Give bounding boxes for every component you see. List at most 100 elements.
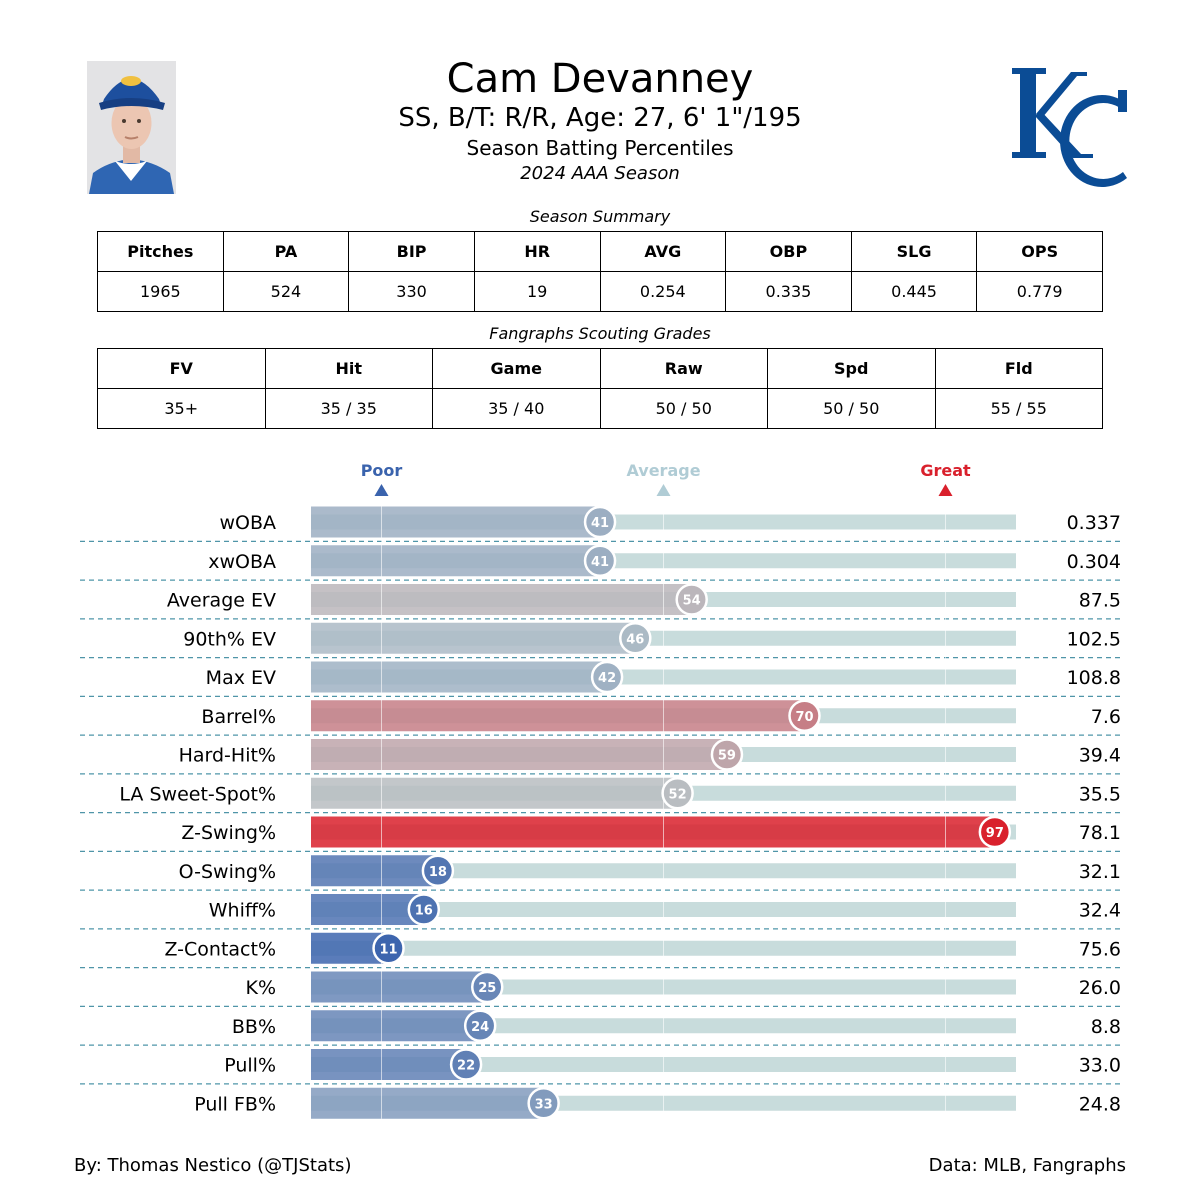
metric-value: 78.1 — [1079, 822, 1121, 844]
metric-label: Pull% — [224, 1055, 276, 1077]
summary-header-cell: Pitches — [97, 231, 224, 272]
summary-header-cell: SLG — [850, 231, 978, 272]
legend-triangle-marker — [938, 484, 953, 496]
player-info: SS, B/T: R/R, Age: 27, 6' 1"/195 — [398, 103, 802, 133]
percentile-circle — [583, 505, 617, 539]
legend-triangle-marker — [374, 484, 389, 496]
player-headshot — [87, 61, 176, 194]
summary-value-cell: 0.445 — [850, 271, 978, 312]
metric-value: 7.6 — [1091, 706, 1121, 728]
percentile-label: 42 — [598, 671, 616, 686]
percentile-label: 59 — [718, 749, 736, 764]
legend-triangle-marker — [656, 484, 671, 496]
metric-value: 0.337 — [1067, 512, 1121, 534]
grades-header-cell: Hit — [264, 348, 433, 389]
summary-header-cell: AVG — [599, 231, 727, 272]
percentile-label: 25 — [478, 981, 496, 996]
percentile-circle — [661, 777, 694, 810]
percentile-label: 24 — [471, 1020, 489, 1035]
percentile-bar — [311, 1049, 467, 1080]
legend-label: Poor — [361, 461, 403, 480]
metric-label: Whiff% — [209, 900, 276, 922]
scouting-grades-title: Fangraphs Scouting Grades — [489, 324, 711, 343]
metric-label: 90th% EV — [183, 628, 276, 650]
metric-label: O-Swing% — [179, 861, 276, 883]
percentile-bar — [311, 700, 805, 732]
metric-label: Z-Swing% — [181, 822, 276, 844]
metric-value: 8.8 — [1091, 1016, 1121, 1038]
percentile-label: 97 — [986, 826, 1004, 841]
summary-header-cell: BIP — [348, 231, 475, 272]
percentile-circle — [675, 583, 708, 616]
percentile-bar — [311, 584, 692, 615]
percentile-circle — [710, 738, 744, 771]
summary-value-cell: 0.254 — [599, 271, 727, 312]
summary-header-cell: OBP — [725, 231, 852, 272]
grades-value-cell: 50 / 50 — [767, 388, 936, 429]
percentile-circle — [590, 660, 624, 694]
percentile-circle — [463, 1009, 497, 1042]
metric-value: 33.0 — [1079, 1055, 1121, 1077]
grades-header-cell: Raw — [599, 348, 768, 389]
metric-value: 87.5 — [1079, 590, 1121, 612]
summary-value-cell: 524 — [222, 271, 350, 312]
percentile-bar — [311, 1010, 481, 1042]
grades-header-cell: Game — [432, 348, 601, 389]
percentile-label: 11 — [380, 942, 398, 957]
summary-value-row: 1965 524 330 19 0.254 0.335 0.445 0.779 — [97, 271, 1103, 312]
percentile-label: 46 — [626, 632, 644, 647]
percentile-label: 41 — [591, 555, 609, 570]
season-label: 2024 AAA Season — [520, 163, 680, 184]
percentile-circle — [583, 544, 617, 577]
summary-header-cell: OPS — [976, 231, 1103, 272]
summary-value-cell: 1965 — [97, 271, 224, 312]
season-summary-table: Pitches PA BIP HR AVG OBP SLG OPS 1965 5… — [97, 231, 1103, 312]
metric-value: 24.8 — [1079, 1093, 1121, 1115]
percentile-bar — [311, 739, 727, 770]
metric-label: Hard-Hit% — [179, 745, 276, 767]
percentile-bar — [311, 622, 636, 654]
summary-value-cell: 19 — [473, 271, 601, 312]
metric-label: Z-Contact% — [164, 938, 276, 960]
metric-value: 108.8 — [1067, 667, 1121, 689]
percentile-circle — [407, 893, 441, 926]
metric-label: Barrel% — [201, 706, 276, 728]
grades-header-row: FV Hit Game Raw Spd Fld — [97, 348, 1103, 389]
percentile-bar — [311, 506, 601, 538]
percentile-circle — [619, 622, 652, 655]
footer-data-source: Data: MLB, Fangraphs — [928, 1155, 1126, 1176]
metric-label: K% — [245, 977, 276, 999]
percentile-bar — [311, 855, 438, 887]
percentile-bar — [311, 894, 424, 925]
metric-value: 102.5 — [1067, 628, 1121, 650]
percentile-label: 52 — [669, 787, 687, 802]
summary-header-row: Pitches PA BIP HR AVG OBP SLG OPS — [97, 231, 1103, 272]
legend-label: Average — [626, 461, 700, 480]
percentile-circle — [471, 970, 504, 1004]
metric-value: 26.0 — [1079, 977, 1121, 999]
grades-value-cell: 55 / 55 — [934, 388, 1103, 429]
grades-value-cell: 35 / 40 — [432, 388, 601, 429]
percentile-label: 22 — [457, 1059, 475, 1074]
percentile-circle — [978, 815, 1012, 849]
kc-royals-logo — [1005, 62, 1130, 190]
metric-label: wOBA — [219, 512, 276, 534]
percentile-circle — [421, 854, 455, 887]
metric-label: BB% — [232, 1016, 276, 1038]
metric-value: 75.6 — [1079, 938, 1121, 960]
percentile-circle — [372, 932, 405, 965]
percentile-bar — [311, 661, 608, 693]
summary-header-cell: PA — [222, 231, 350, 272]
footer-credit: By: Thomas Nestico (@TJStats) — [74, 1155, 352, 1176]
percentile-bar — [311, 971, 488, 1003]
percentile-label: 70 — [795, 710, 813, 725]
legend-label: Great — [920, 461, 971, 480]
metric-value: 0.304 — [1067, 551, 1121, 573]
scouting-grades-table: FV Hit Game Raw Spd Fld 35+ 35 / 35 35 /… — [97, 348, 1103, 429]
metric-value: 35.5 — [1079, 783, 1121, 805]
metric-label: Max EV — [206, 667, 276, 689]
metric-label: Pull FB% — [194, 1093, 276, 1115]
percentile-label: 18 — [429, 865, 447, 880]
grades-value-cell: 35+ — [97, 388, 266, 429]
percentile-bar — [311, 545, 601, 577]
